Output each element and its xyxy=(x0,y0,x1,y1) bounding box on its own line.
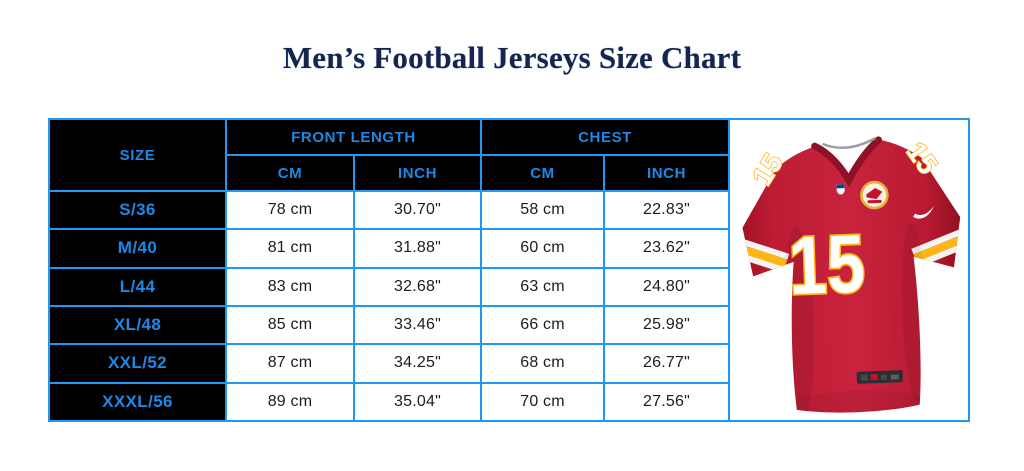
chest-inch-value: 26.77" xyxy=(603,343,731,384)
size-label: XL/48 xyxy=(48,304,227,346)
col-header-size: SIZE xyxy=(48,118,227,192)
front-inch-value: 30.70" xyxy=(352,189,483,231)
col-header-chest: CHEST xyxy=(480,118,731,156)
col-header-chest-inch: INCH xyxy=(603,154,731,192)
chest-cm-value: 58 cm xyxy=(480,189,606,231)
chest-number: 15 xyxy=(787,218,866,312)
table-row-xxl52: XXL/52 87 cm 34.25" 68 cm 26.77" xyxy=(48,343,731,384)
chest-inch-value: 23.62" xyxy=(603,228,731,269)
chest-cm-value: 70 cm xyxy=(480,381,606,423)
jersey-image: 15 15 15 xyxy=(730,118,971,422)
size-label: S/36 xyxy=(48,189,227,231)
col-header-front-length: FRONT LENGTH xyxy=(224,118,483,156)
page-title: Men’s Football Jerseys Size Chart xyxy=(282,40,742,75)
size-chart-container: SIZE FRONT LENGTH CHEST CM INCH CM INCH … xyxy=(48,118,971,423)
size-label: L/44 xyxy=(48,266,227,307)
front-inch-value: 34.25" xyxy=(352,343,483,384)
front-cm-value: 87 cm xyxy=(225,343,355,384)
front-cm-value: 83 cm xyxy=(225,266,355,307)
nfl-shield-icon xyxy=(836,183,845,195)
front-cm-value: 85 cm xyxy=(225,304,355,346)
front-cm-value: 78 cm xyxy=(225,189,355,231)
size-chart-table: SIZE FRONT LENGTH CHEST CM INCH CM INCH … xyxy=(48,118,731,423)
col-header-front-cm: CM xyxy=(225,154,355,192)
table-row-xxxl56: XXXL/56 89 cm 35.04" 70 cm 27.56" xyxy=(48,381,731,423)
front-inch-value: 35.04" xyxy=(352,381,483,423)
jersey-illustration: 15 15 15 xyxy=(739,136,967,417)
front-inch-value: 33.46" xyxy=(352,304,483,346)
chest-cm-value: 63 cm xyxy=(480,266,606,307)
chest-cm-value: 60 cm xyxy=(480,228,606,269)
chest-cm-value: 68 cm xyxy=(480,343,606,384)
team-patch-icon xyxy=(860,180,889,210)
chest-inch-value: 22.83" xyxy=(603,189,731,231)
size-label: XXXL/56 xyxy=(48,381,227,423)
front-inch-value: 32.68" xyxy=(352,266,483,307)
table-row-l44: L/44 83 cm 32.68" 63 cm 24.80" xyxy=(48,266,731,307)
jersey-body xyxy=(742,139,961,413)
col-header-chest-cm: CM xyxy=(480,154,606,192)
table-row-xl48: XL/48 85 cm 33.46" 66 cm 25.98" xyxy=(48,304,731,346)
chest-inch-value: 24.80" xyxy=(603,266,731,307)
collar-trim xyxy=(811,136,882,187)
swoosh-icon xyxy=(913,206,934,219)
chest-inch-value: 25.98" xyxy=(603,304,731,346)
front-cm-value: 89 cm xyxy=(225,381,355,423)
front-cm-value: 81 cm xyxy=(225,228,355,269)
chest-inch-value: 27.56" xyxy=(603,381,731,423)
jock-tag xyxy=(856,370,903,384)
size-label: M/40 xyxy=(48,228,227,269)
back-neck-line xyxy=(822,136,877,150)
size-label: XXL/52 xyxy=(48,343,227,384)
col-header-front-inch: INCH xyxy=(352,154,483,192)
chest-cm-value: 66 cm xyxy=(480,304,606,346)
table-row-s36: S/36 78 cm 30.70" 58 cm 22.83" xyxy=(48,189,731,231)
front-inch-value: 31.88" xyxy=(352,228,483,269)
table-row-m40: M/40 81 cm 31.88" 60 cm 23.62" xyxy=(48,228,731,269)
